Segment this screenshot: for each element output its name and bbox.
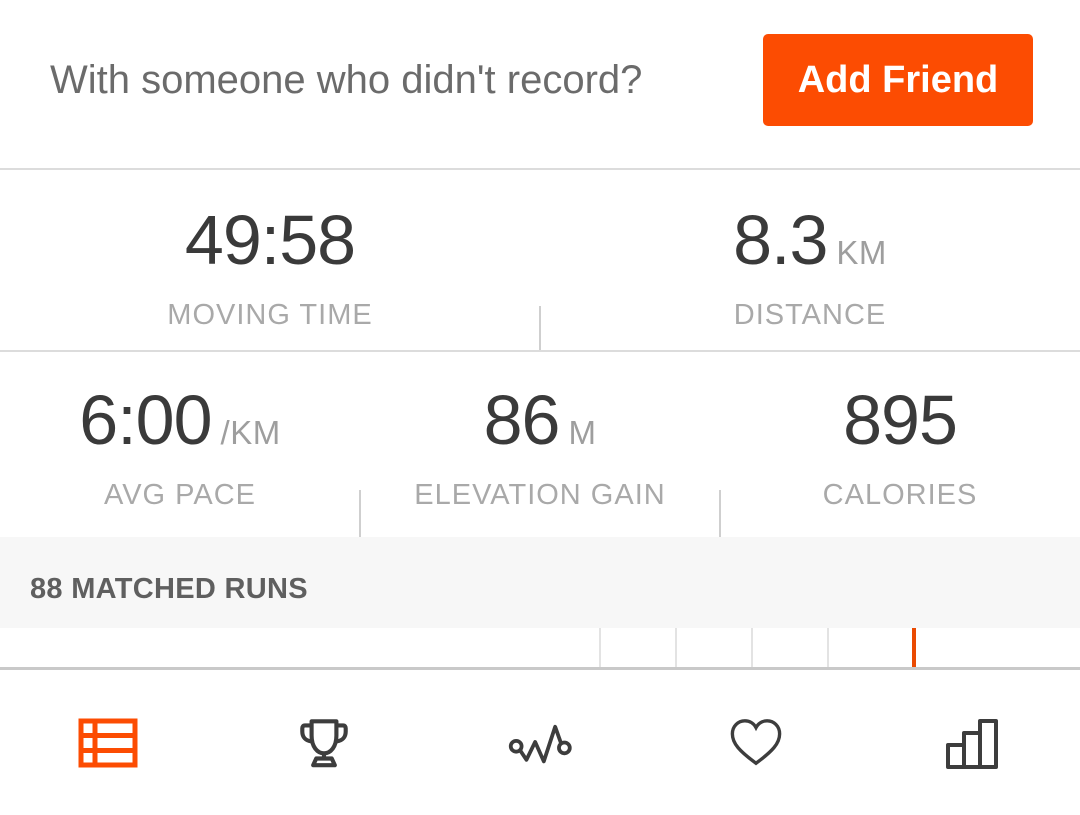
stat-value-line: 86 M (484, 385, 597, 455)
moving-time-value: 49:58 (184, 200, 356, 279)
banner-prompt-text: With someone who didn't record? (50, 57, 643, 102)
nav-item-stats[interactable] (864, 670, 1080, 815)
elevation-gain-value: 86 (483, 381, 561, 459)
stat-moving-time: 49:58 MOVING TIME (0, 186, 540, 350)
chart-highlight-line (912, 628, 916, 667)
stat-elevation-gain: 86 M ELEVATION GAIN (360, 360, 720, 537)
stat-value-line: 8.3 KM (733, 205, 887, 275)
stat-value-line: 49:58 (184, 200, 356, 279)
chart-gridline (599, 628, 601, 667)
add-friend-button[interactable]: Add Friend (763, 34, 1033, 126)
stat-value-line: 6:00 /KM (79, 385, 280, 455)
column-divider (539, 306, 541, 350)
avg-pace-unit: /KM (220, 414, 281, 451)
stats-row-2: 6:00 /KM AVG PACE 86 M ELEVATION GAIN 89… (0, 352, 1080, 537)
matched-runs-section-header[interactable]: 88 MATCHED RUNS (0, 537, 1080, 628)
elevation-gain-unit: M (568, 414, 597, 451)
nav-item-feed[interactable] (0, 670, 216, 815)
distance-unit: KM (836, 233, 887, 271)
chart-gridline (751, 628, 753, 667)
add-friend-banner: With someone who didn't record? Add Frie… (0, 0, 1080, 170)
table-list-icon (78, 718, 138, 768)
calories-value: 895 (843, 381, 958, 459)
column-divider (359, 490, 361, 537)
nav-item-achievements[interactable] (216, 670, 432, 815)
stat-avg-pace: 6:00 /KM AVG PACE (0, 360, 360, 537)
stat-calories: 895 CALORIES (720, 360, 1080, 537)
chart-gridline (827, 628, 829, 667)
matched-runs-title: 88 MATCHED RUNS (30, 573, 308, 605)
heart-icon (727, 716, 785, 770)
nav-item-analysis[interactable] (432, 670, 648, 815)
moving-time-label: MOVING TIME (167, 298, 373, 331)
trophy-icon (293, 712, 355, 774)
chart-gridline (675, 628, 677, 667)
avg-pace-value: 6:00 (79, 381, 212, 459)
nav-item-kudos[interactable] (648, 670, 864, 815)
route-pulse-icon (507, 717, 573, 769)
bar-chart-icon (942, 715, 1002, 771)
elevation-gain-label: ELEVATION GAIN (414, 479, 666, 511)
stat-distance: 8.3 KM DISTANCE (540, 186, 1080, 350)
column-divider (719, 490, 721, 537)
distance-value: 8.3 (733, 200, 828, 279)
matched-runs-chart-strip (0, 628, 1080, 670)
bottom-nav (0, 670, 1080, 815)
stats-row-1: 49:58 MOVING TIME 8.3 KM DISTANCE (0, 170, 1080, 352)
stat-value-line: 895 (843, 381, 958, 459)
avg-pace-label: AVG PACE (104, 479, 256, 511)
calories-label: CALORIES (822, 479, 978, 511)
distance-label: DISTANCE (733, 298, 887, 331)
